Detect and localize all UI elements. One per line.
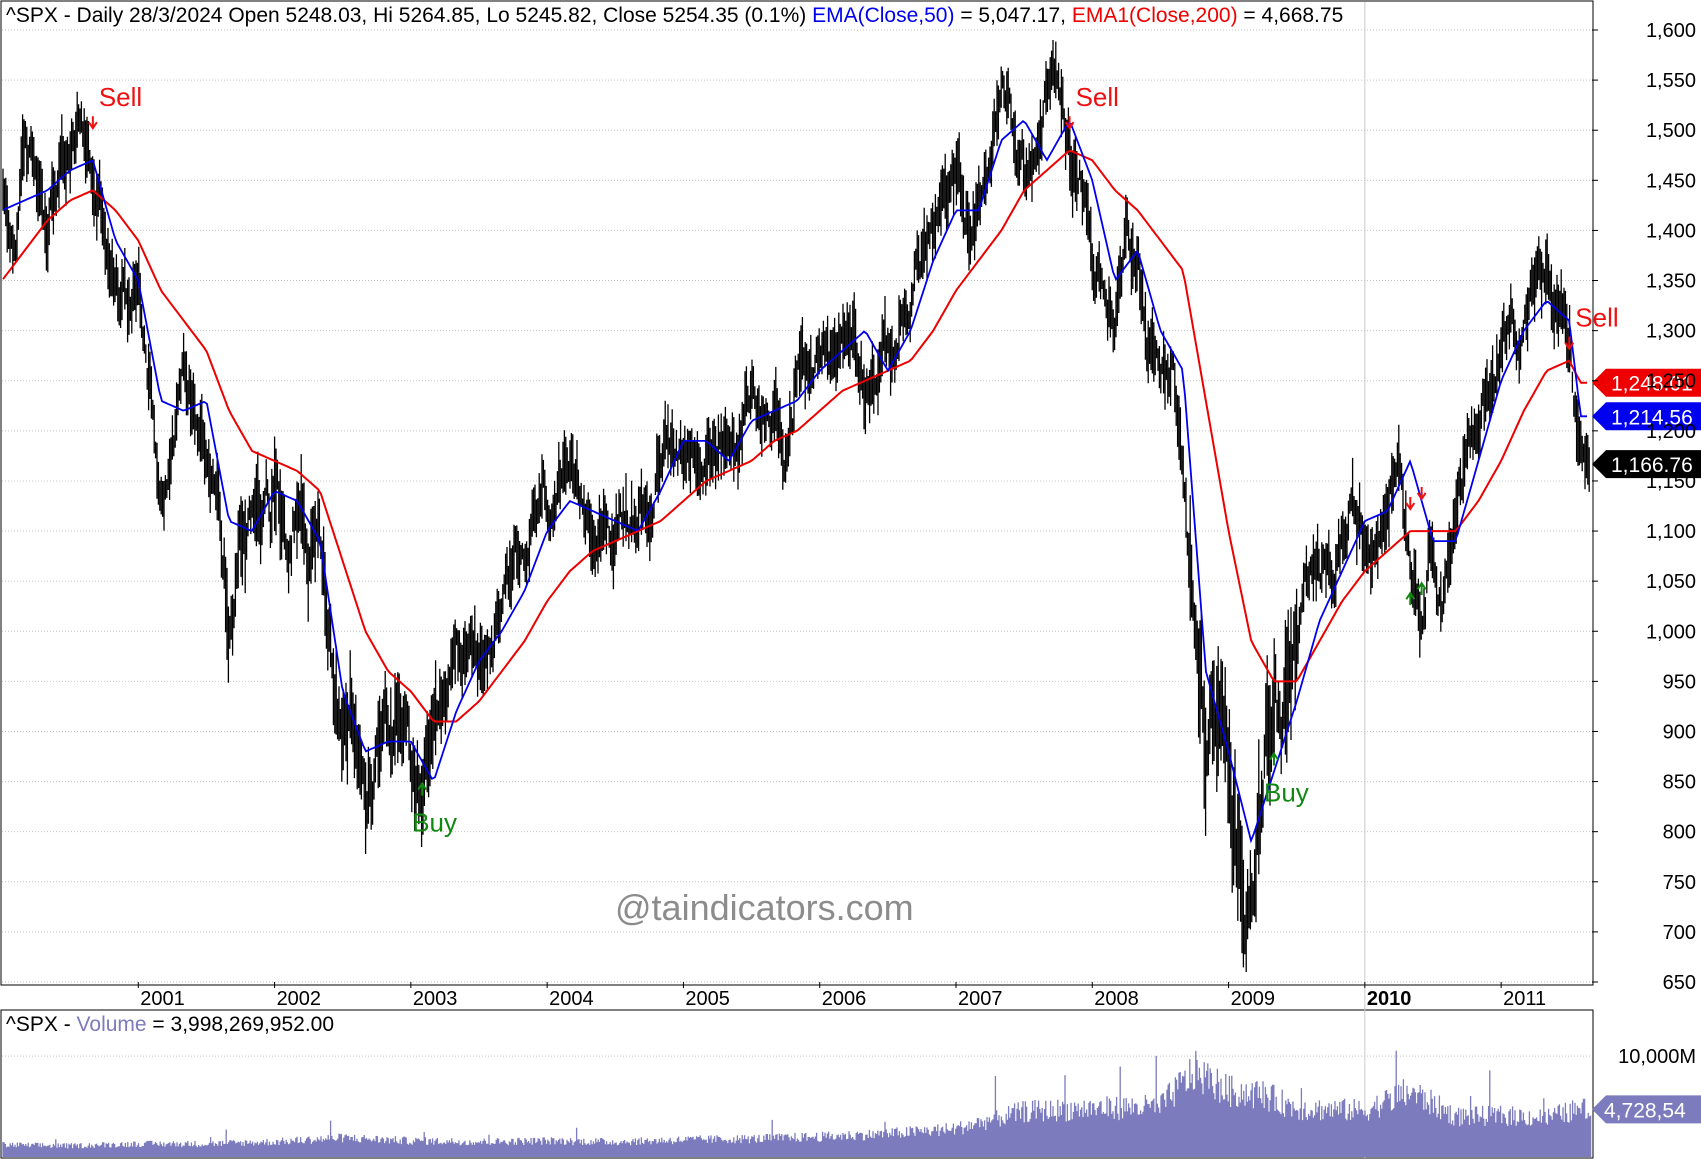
ytick-label: 800 [1663, 822, 1696, 844]
ytick-label: 1,600 [1646, 20, 1696, 42]
ytick-label: 1,300 [1646, 321, 1696, 343]
ema200-layer [2, 149, 1587, 723]
sell-arrow [1564, 336, 1575, 351]
ytick-label: 1,350 [1646, 271, 1696, 293]
price-layer [2, 40, 1590, 972]
header-symbol: ^SPX [6, 4, 58, 27]
price-tags: 1,248.01 1,214.56 1,166.76 4,728,54 [1592, 368, 1701, 1124]
sell-arrow [1416, 486, 1427, 501]
xtick-label: 2011 [1503, 988, 1546, 1010]
ema200-line [2, 149, 1587, 723]
ytick-label: 750 [1663, 872, 1696, 894]
ytick-label: 1,100 [1646, 521, 1696, 543]
xtick-label: 2007 [958, 988, 1003, 1010]
volume-tag-label: 4,728,54 [1604, 1099, 1686, 1122]
ytick-label: 1,150 [1646, 471, 1696, 493]
price-panel-frame [0, 0, 1594, 986]
xtick-label: 2010 [1367, 988, 1412, 1010]
volume-value: = 3,998,269,952.00 [147, 1013, 334, 1036]
header-ohlc: Daily 28/3/2024 Open 5248.03, Hi 5264.85… [77, 4, 807, 27]
sell-arrow [1405, 497, 1416, 511]
buy-label: Buy [412, 808, 457, 838]
ytick-label: 900 [1663, 721, 1696, 743]
ytick-label: 1,050 [1646, 571, 1696, 593]
ytick-label: 1,500 [1646, 120, 1696, 142]
ytick-label: 1,000 [1646, 621, 1696, 643]
buy-arrow [417, 781, 428, 796]
ytick-label: 1,400 [1646, 220, 1696, 242]
xtick-label: 2006 [822, 988, 867, 1010]
legend-ema50-label: EMA(Close,50) [812, 4, 954, 27]
volume-symbol: ^SPX [6, 1013, 58, 1036]
legend-ema200-value: = 4,668.75 [1238, 4, 1344, 27]
price-tag-label: 1,214.56 [1611, 406, 1693, 429]
price-tag-label: 1,248.01 [1611, 373, 1693, 396]
buy-arrow [1269, 751, 1279, 766]
ema50-layer [2, 120, 1587, 844]
legend-ema200-label: EMA1(Close,200) [1072, 4, 1238, 27]
signals-layer: Sell Buy Sell Buy Sell [88, 82, 1619, 838]
xtick-label: 2001 [140, 988, 185, 1010]
ytick-label: 650 [1663, 972, 1696, 994]
header-sep: - [58, 4, 77, 27]
volume-header: ^SPX - Volume = 3,998,269,952.00 [6, 1013, 334, 1036]
buy-label: Buy [1264, 778, 1309, 808]
ytick-label: 1,550 [1646, 70, 1696, 92]
chart-header: ^SPX - Daily 28/3/2024 Open 5248.03, Hi … [6, 4, 1343, 27]
sell-label: Sell [99, 82, 142, 112]
watermark: @taindicators.com [615, 887, 914, 928]
buy-arrow [1405, 591, 1416, 606]
xtick-label: 2009 [1231, 988, 1276, 1010]
volume-tag [1592, 1095, 1701, 1124]
price-bars [2, 40, 1590, 972]
volume-panel-frame [0, 1009, 1594, 1159]
volume-layer [2, 1050, 1592, 1157]
ytick-label: 1,250 [1646, 371, 1696, 393]
volume-bars [2, 1050, 1592, 1157]
sell-label: Sell [1575, 303, 1618, 333]
grid [2, 2, 1592, 1158]
buy-arrow [1416, 581, 1427, 596]
ytick-label: 950 [1663, 671, 1696, 693]
price-tag [1592, 450, 1701, 479]
volume-ytick-label: 10,000M [1618, 1046, 1696, 1068]
sell-arrow [1064, 116, 1075, 131]
sell-arrow [88, 116, 98, 131]
xtick-label: 2008 [1094, 988, 1139, 1010]
ema50-line [2, 120, 1587, 844]
xtick-label: 2005 [685, 988, 730, 1010]
price-tag [1592, 402, 1701, 431]
xtick-label: 2002 [277, 988, 322, 1010]
ytick-label: 1,200 [1646, 421, 1696, 443]
price-tag [1592, 368, 1701, 397]
ytick-label: 700 [1663, 922, 1696, 944]
volume-label: Volume [77, 1013, 147, 1036]
xtick-label: 2003 [413, 988, 458, 1010]
ytick-label: 850 [1663, 772, 1696, 794]
x-axis: 2001 2002 2003 2004 2005 2006 2007 2008 2009 2010… [137, 982, 1546, 1010]
y-axis: 1,600 1,550 1,500 1,450 1,400 1,350 1,300 1,250… [1592, 20, 1696, 1068]
xtick-label: 2004 [549, 988, 594, 1010]
sell-label: Sell [1076, 82, 1119, 112]
ytick-label: 1,450 [1646, 170, 1696, 192]
price-tag-label: 1,166.76 [1611, 454, 1693, 477]
legend-ema50-value: = 5,047.17, [954, 4, 1066, 27]
